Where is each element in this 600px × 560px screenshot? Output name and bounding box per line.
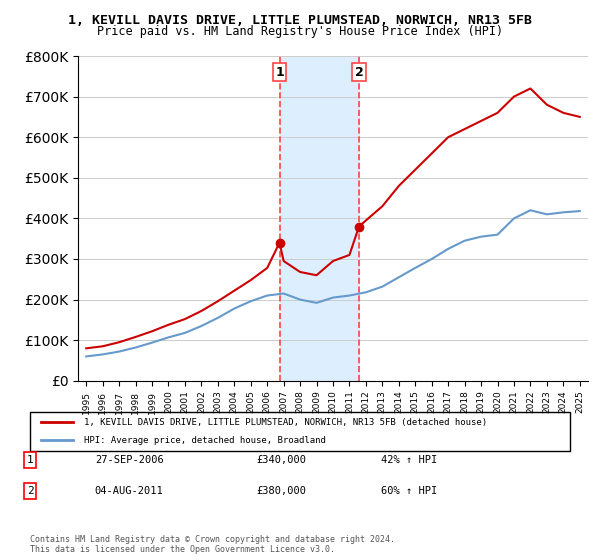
Text: 60% ↑ HPI: 60% ↑ HPI xyxy=(381,486,437,496)
Text: 2: 2 xyxy=(26,486,34,496)
Text: Price paid vs. HM Land Registry's House Price Index (HPI): Price paid vs. HM Land Registry's House … xyxy=(97,25,503,38)
Text: 1, KEVILL DAVIS DRIVE, LITTLE PLUMSTEAD, NORWICH, NR13 5FB: 1, KEVILL DAVIS DRIVE, LITTLE PLUMSTEAD,… xyxy=(68,14,532,27)
Text: 42% ↑ HPI: 42% ↑ HPI xyxy=(381,455,437,465)
Text: 27-SEP-2006: 27-SEP-2006 xyxy=(95,455,164,465)
Text: Contains HM Land Registry data © Crown copyright and database right 2024.
This d: Contains HM Land Registry data © Crown c… xyxy=(30,535,395,554)
Text: HPI: Average price, detached house, Broadland: HPI: Average price, detached house, Broa… xyxy=(84,436,326,445)
Text: 04-AUG-2011: 04-AUG-2011 xyxy=(95,486,164,496)
Text: 1: 1 xyxy=(26,455,34,465)
Text: £340,000: £340,000 xyxy=(257,455,307,465)
Text: 2: 2 xyxy=(355,66,364,79)
Text: 1: 1 xyxy=(275,66,284,79)
Bar xyxy=(280,56,359,381)
Text: £380,000: £380,000 xyxy=(257,486,307,496)
Text: 1, KEVILL DAVIS DRIVE, LITTLE PLUMSTEAD, NORWICH, NR13 5FB (detached house): 1, KEVILL DAVIS DRIVE, LITTLE PLUMSTEAD,… xyxy=(84,418,487,427)
